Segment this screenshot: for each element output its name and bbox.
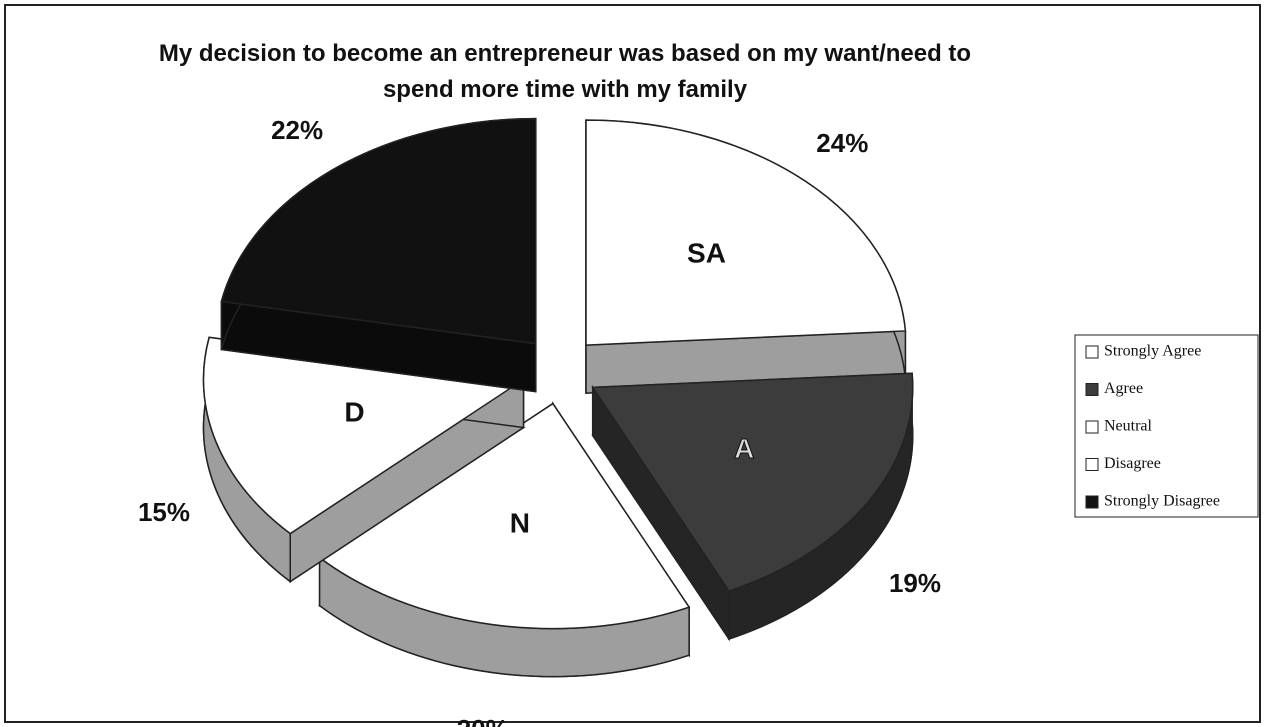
slice-top: [591, 372, 914, 592]
slice-label: N: [510, 508, 530, 539]
slice-label: D: [344, 396, 364, 427]
legend-box: [1074, 334, 1259, 518]
legend-swatch: [1085, 345, 1099, 359]
legend-label: Strongly Disagree: [1104, 493, 1220, 510]
legend-label: Disagree: [1104, 455, 1161, 472]
value-label: 15%: [138, 497, 190, 527]
slice: [585, 119, 907, 394]
legend-swatch: [1085, 495, 1099, 509]
legend-swatch: [1085, 420, 1099, 434]
value-label: 24%: [816, 128, 868, 158]
legend-label: Agree: [1104, 380, 1143, 397]
slice: [591, 372, 914, 642]
slice: [318, 401, 691, 678]
legend-swatch: [1085, 458, 1099, 471]
slice-label: SA: [687, 237, 726, 268]
value-label: 19%: [889, 568, 941, 598]
slice-top: [318, 402, 691, 630]
slice: [220, 117, 537, 393]
value-label: 20%: [457, 714, 509, 727]
legend-swatch: [1085, 383, 1099, 396]
slice-top: [585, 119, 907, 346]
legend-label: Neutral: [1104, 418, 1153, 435]
legend-label: Strongly Agree: [1104, 343, 1201, 360]
slice-top: [220, 117, 537, 345]
frame: [4, 4, 1261, 723]
chart-title: My decision to become an entrepreneur wa…: [158, 40, 972, 103]
slice-label: A: [734, 433, 754, 464]
slice: [202, 336, 526, 584]
slice-top: [202, 336, 526, 535]
value-label: 22%: [271, 115, 323, 145]
